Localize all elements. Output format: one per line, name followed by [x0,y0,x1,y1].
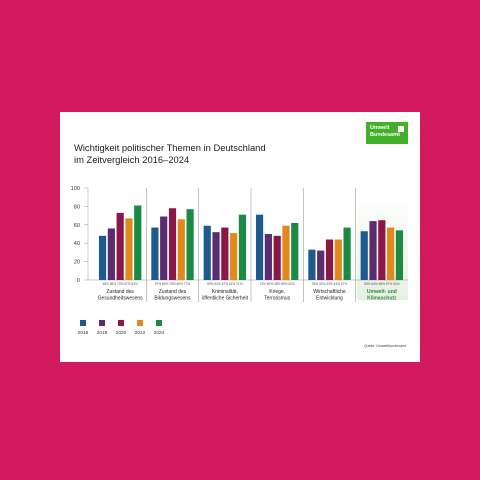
bar [317,250,325,280]
chart-title: Wichtigkeit politischer Themen in Deutsc… [74,142,334,166]
bar [238,214,247,280]
title-line-1: Wichtigkeit politischer Themen in Deutsc… [74,142,266,153]
legend-label: 2024 [154,330,165,336]
logo-square-icon [398,126,404,132]
legend-label: 2020 [116,330,127,336]
chart-card: Wichtigkeit politischer Themen in Deutsc… [60,112,420,362]
bar [343,227,351,280]
logo-line-2: Bundesamt [370,132,400,138]
bar [212,232,220,280]
legend-swatch [99,320,105,326]
bar [291,222,299,280]
bar [395,230,404,280]
source-note: Quelle: Umweltbundesamt [363,344,406,348]
bar [360,231,368,280]
category-label: Zustand des [106,289,134,295]
bar [151,227,159,280]
bar [221,227,229,280]
legend-label: 2016 [78,330,89,336]
legend-swatch [137,320,143,326]
value-labels: 48% 56% 73% 67% 81% [102,282,138,286]
bar [378,220,386,280]
category-label: Klimaschutz [367,296,397,302]
y-tick-label: 60 [74,223,80,229]
value-labels: 57% 69% 78% 66% 77% [155,282,191,286]
y-tick-label: 0 [77,278,80,284]
bar [116,212,124,280]
bar [134,205,142,280]
bar [387,227,395,280]
category-label: Entwicklung [316,296,343,302]
value-labels: 33% 32% 44% 44% 57% [312,282,348,286]
bar [334,239,342,280]
title-line-2: im Zeitvergleich 2016–2024 [74,154,190,165]
category-label: Zustand des [159,289,187,295]
legend-swatch [156,320,162,326]
category-label: Umwelt- und [367,289,397,295]
bar [369,221,377,280]
bar [168,208,177,280]
bar [203,225,211,280]
bar [264,234,272,280]
value-labels: 59% 52% 57% 51% 71% [207,282,243,286]
category-label: Wirtschaftliche [313,289,346,295]
legend-swatch [80,320,86,326]
bar [282,225,290,280]
y-tick-label: 80 [74,204,80,210]
category-label: Terrorismus [264,296,291,302]
y-tick-label: 40 [74,241,80,247]
legend-label: 2018 [97,330,108,336]
bar-chart: 0 20 40 60 80 100 48% 56% 73% 67% 81% Zustand d… [71,186,408,336]
value-labels: 71% 50% 48% 59% 62% [259,282,295,286]
bar [325,239,334,280]
category-label: Gesundheitswesens [98,296,144,302]
bar [230,233,238,280]
y-tick-label: 20 [74,260,80,266]
bar [107,228,115,280]
bar [186,209,194,280]
category-label: Kriege, [269,289,285,295]
category-label: Kriminalität, [212,289,238,295]
y-tick-label: 100 [71,186,80,192]
bar [177,219,185,280]
bar [255,214,264,280]
value-labels: 53% 64% 65% 57% 54% [364,282,400,286]
umweltbundesamt-logo: Umwelt Bundesamt [366,122,408,144]
bar [125,218,133,280]
bar [273,235,281,280]
bar [308,249,316,280]
bar [160,216,168,280]
category-label: Bildungswesens [154,296,191,302]
legend-label: 2022 [135,330,146,336]
legend-swatch [118,320,124,326]
bar [98,235,107,280]
category-label: öffentliche Sicherheit [202,296,249,302]
logo-line-1: Umwelt [370,125,390,131]
